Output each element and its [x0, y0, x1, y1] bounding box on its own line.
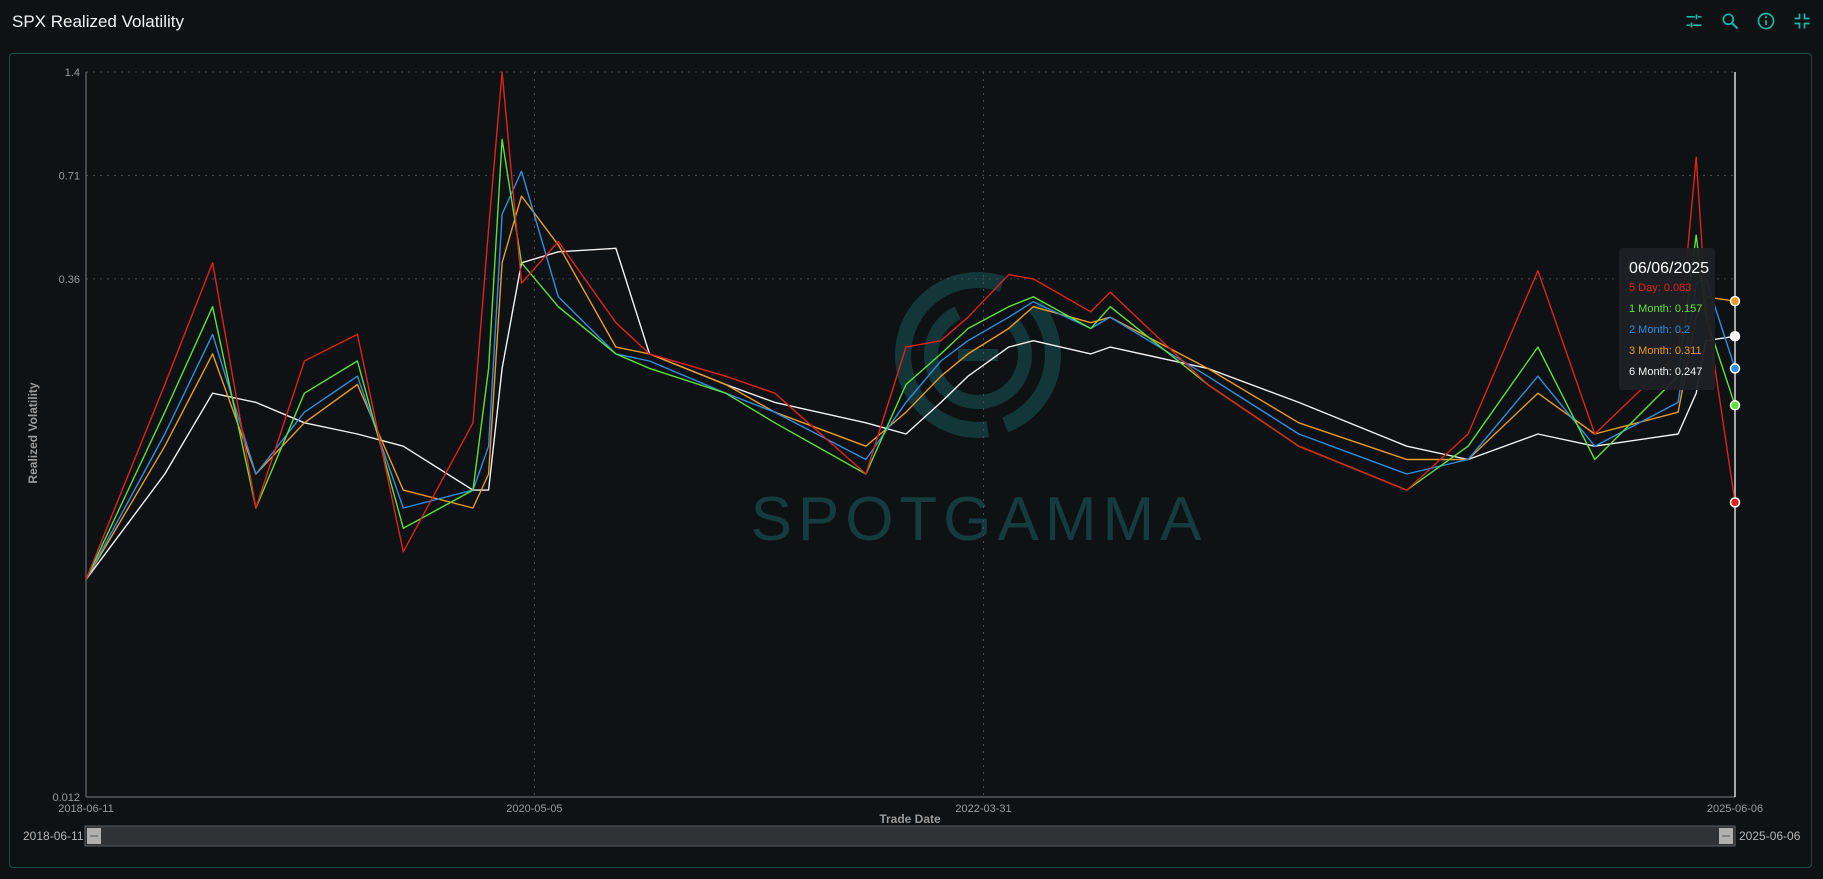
tooltip-6month: 6 Month: 0.247: [1629, 366, 1702, 378]
tooltip-1month: 1 Month: 0.157: [1629, 303, 1702, 315]
y-axis-title: Realized Volatility: [26, 382, 40, 483]
x-tick-label: 2020-05-05: [506, 803, 562, 815]
page-title: SPX Realized Volatility: [12, 12, 184, 31]
end-marker-6-month: [1729, 331, 1741, 342]
tooltip-date: 06/06/2025: [1629, 260, 1709, 277]
series-lines: [85, 71, 1736, 581]
y-axis-ticks: 0.012 0.36 0.71 1.4: [52, 67, 80, 804]
watermark-logo: [895, 272, 1061, 438]
sliders-icon[interactable]: [1683, 10, 1705, 32]
x-tick-label: 2018-06-11: [58, 803, 113, 815]
info-icon[interactable]: [1755, 10, 1777, 32]
end-marker-3-month: [1729, 295, 1741, 307]
end-marker-2-month: [1729, 363, 1741, 374]
chart-panel: [9, 53, 1812, 868]
toolbar: [1683, 10, 1813, 32]
end-marker-5-day: [1729, 497, 1741, 508]
header: SPX Realized Volatility: [0, 0, 1823, 44]
zoom-icon[interactable]: [1719, 10, 1741, 32]
tooltip-5day: 5 Day: 0.083: [1629, 282, 1691, 294]
x-axis-ticks: 2018-06-11 2020-05-05 2022-03-31 2025-06-06: [58, 803, 1763, 815]
end-markers: [1729, 295, 1741, 508]
x-tick-label: 2025-06-06: [1707, 803, 1763, 815]
watermark-text: SPOTGAMMA: [750, 485, 1207, 554]
tooltip-2month: 2 Month: 0.2: [1629, 324, 1690, 336]
grid: [85, 71, 1736, 798]
y-tick-label: 0.012: [52, 792, 80, 804]
y-tick-label: 0.71: [59, 170, 80, 182]
tooltip-3month: 3 Month: 0.311: [1629, 345, 1702, 357]
slider-end-label: 2025-06-06: [1739, 829, 1801, 843]
series-line-5-day: [85, 71, 1736, 580]
x-axis-title: Trade Date: [879, 812, 941, 826]
y-tick-label: 1.4: [65, 67, 80, 79]
range-slider[interactable]: [84, 825, 1736, 847]
x-tick-label: 2022-03-31: [955, 803, 1011, 815]
tooltip: 06/06/2025 5 Day: 0.083 1 Month: 0.157 2…: [1619, 248, 1715, 390]
y-tick-label: 0.36: [59, 274, 80, 286]
slider-start-label: 2018-06-11: [23, 829, 84, 843]
collapse-icon[interactable]: [1791, 10, 1813, 32]
end-marker-1-month: [1729, 400, 1741, 411]
